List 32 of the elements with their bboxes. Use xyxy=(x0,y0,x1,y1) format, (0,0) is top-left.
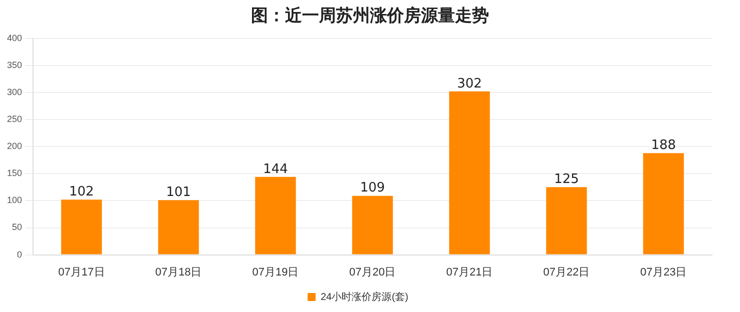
y-tick-label: 350 xyxy=(6,60,22,70)
bar xyxy=(61,200,102,254)
data-label: 144 xyxy=(263,162,288,177)
bar xyxy=(255,176,296,254)
legend-label: 24小时涨价房源(套) xyxy=(320,290,408,303)
y-tick-label: 250 xyxy=(6,114,22,124)
y-tick-label: 50 xyxy=(12,222,22,232)
x-tick-label: 07月22日 xyxy=(543,266,590,278)
bar xyxy=(158,200,199,254)
y-tick-label: 100 xyxy=(6,195,22,206)
x-tick-label: 07月23日 xyxy=(640,266,687,278)
x-tick-label: 07月17日 xyxy=(58,266,105,278)
y-tick-label: 300 xyxy=(6,86,22,97)
y-tick-label: 0 xyxy=(17,249,22,260)
data-label: 101 xyxy=(166,185,191,200)
bar xyxy=(449,91,490,254)
y-tick-label: 200 xyxy=(6,141,22,152)
data-label: 188 xyxy=(651,138,676,153)
chart-title: 图：近一周苏州涨价房源量走势 xyxy=(250,5,490,27)
y-tick-label: 400 xyxy=(6,32,22,43)
data-label: 125 xyxy=(554,172,579,188)
bar xyxy=(352,196,393,254)
x-tick-label: 07月21日 xyxy=(446,266,493,278)
x-tick-label: 07月19日 xyxy=(252,266,299,278)
x-tick-label: 07月18日 xyxy=(155,266,202,278)
bar xyxy=(546,187,587,254)
data-label: 102 xyxy=(69,184,94,200)
data-label: 302 xyxy=(457,76,482,92)
x-tick-label: 07月20日 xyxy=(349,266,396,278)
data-label: 109 xyxy=(360,180,385,196)
bar xyxy=(643,153,684,254)
y-tick-label: 150 xyxy=(6,168,22,178)
